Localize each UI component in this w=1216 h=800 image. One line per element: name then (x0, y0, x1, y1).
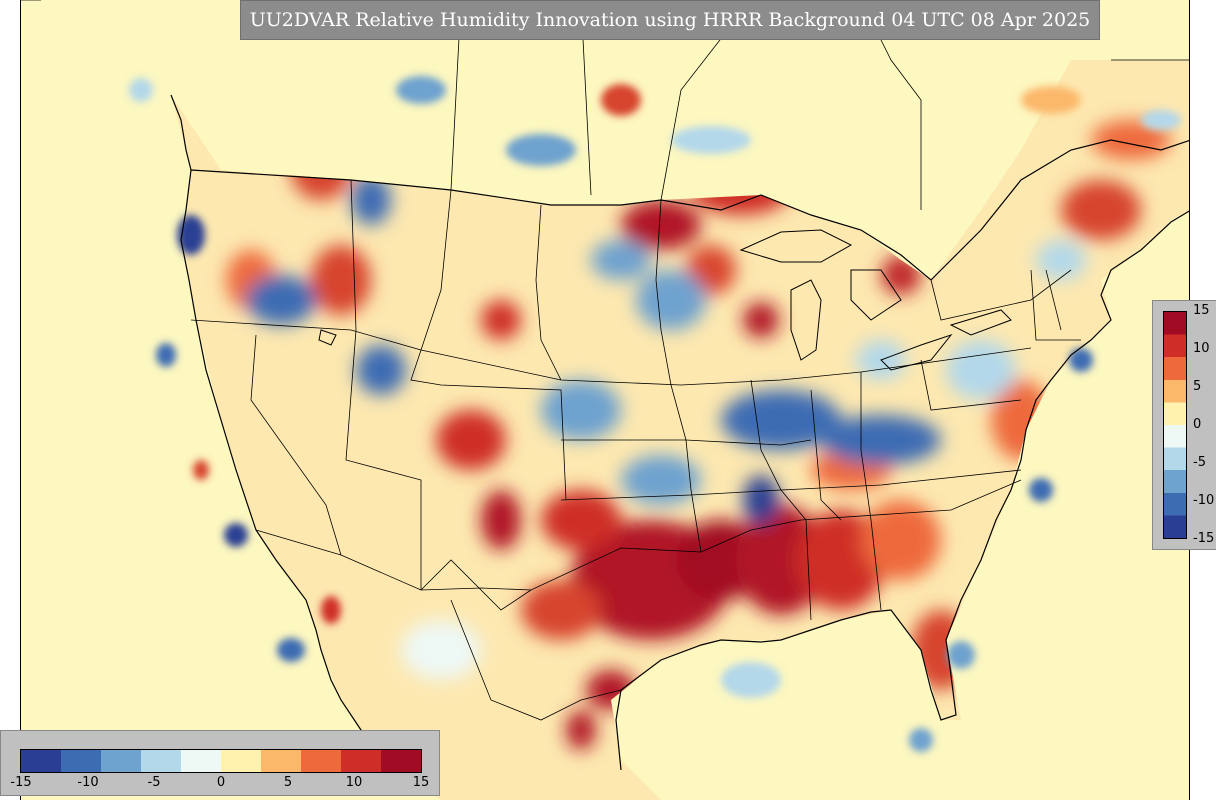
lake-huron (850, 269, 902, 321)
lake-superior (739, 229, 853, 263)
map-frame (20, 0, 1190, 800)
lake-michigan (790, 279, 822, 361)
right-colorbar-tick: -10 (1193, 493, 1215, 508)
great-salt-lake (318, 329, 337, 346)
bottom-colorbar-tick: -10 (77, 775, 99, 790)
right-colorbar-gradient (1163, 311, 1187, 539)
map-title: UU2DVAR Relative Humidity Innovation usi… (240, 0, 1100, 40)
bottom-colorbar-tick: 10 (345, 775, 363, 790)
right-colorbar-tick: 5 (1193, 379, 1202, 394)
bottom-colorbar-gradient (20, 749, 422, 773)
rh-innovation-map (21, 0, 1189, 800)
lake-erie (880, 333, 953, 371)
bottom-colorbar-tick: 5 (283, 775, 293, 790)
bottom-colorbar-tick: 0 (216, 775, 226, 790)
right-colorbar-tick: 0 (1193, 417, 1202, 432)
right-colorbar-tick: 15 (1193, 303, 1210, 318)
bottom-colorbar-tick: -15 (10, 775, 32, 790)
right-colorbar-tick: 10 (1193, 341, 1210, 356)
lake-ontario (949, 309, 1012, 336)
bottom-colorbar-tick: -5 (147, 775, 161, 790)
bottom-colorbar-tick: 15 (412, 775, 430, 790)
right-colorbar: 15 10 5 0 -5 -10 -15 (1152, 300, 1216, 550)
bottom-colorbar: -15 -10 -5 0 5 10 15 (0, 730, 440, 796)
right-colorbar-tick: -15 (1193, 531, 1215, 546)
right-colorbar-tick: -5 (1193, 455, 1206, 470)
coastline-outline (170, 94, 412, 791)
